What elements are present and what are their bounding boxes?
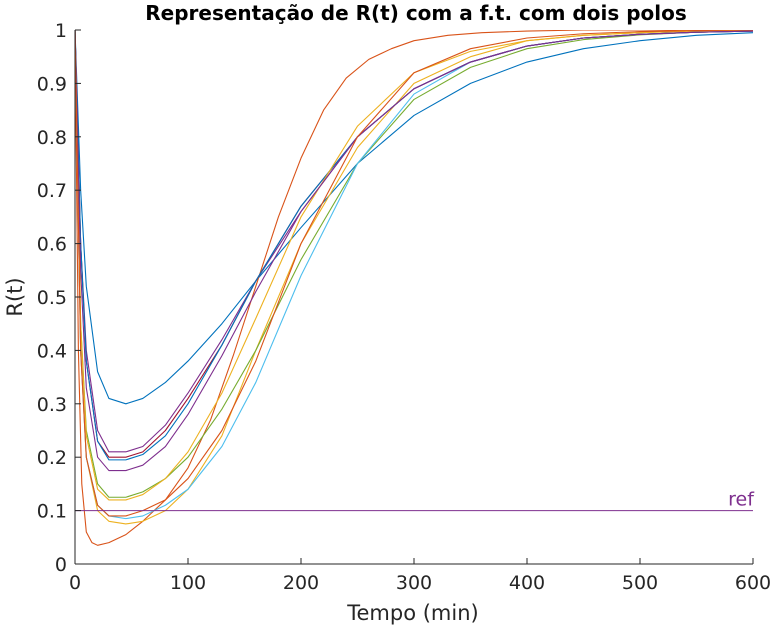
- series-line-3: [75, 30, 753, 525]
- series-line-11: [75, 30, 753, 517]
- series-line-2: [75, 30, 753, 546]
- y-tick-label: 0.1: [37, 501, 67, 523]
- series-group: [75, 30, 753, 546]
- y-axis-label: R(t): [3, 277, 27, 316]
- y-tick-label: 0.9: [37, 73, 67, 95]
- chart-title: Representação de R(t) com a f.t. com doi…: [145, 1, 687, 25]
- plot-area: ref: [75, 30, 755, 546]
- x-tick-label: 0: [69, 572, 81, 594]
- series-line-10: [75, 30, 753, 472]
- ref-annotation: ref: [728, 489, 755, 511]
- series-line-1: [75, 30, 753, 405]
- x-tick-label: 400: [509, 572, 545, 594]
- x-axis-label: Tempo (min): [346, 601, 478, 625]
- y-tick-label: 0: [55, 554, 67, 576]
- y-tick-label: 0.2: [37, 447, 67, 469]
- y-tick-label: 1: [55, 20, 67, 42]
- series-line-4: [75, 30, 753, 453]
- x-tick-label: 500: [622, 572, 658, 594]
- axes: 0 100 200 300 400 500 600 0 0.1 0.2 0.3 0.4 0.5 0.6 0.…: [37, 20, 771, 594]
- y-tick-label: 0.5: [37, 287, 67, 309]
- y-tick-label: 0.6: [37, 234, 67, 256]
- x-tick-label: 300: [396, 572, 432, 594]
- y-tick-label: 0.3: [37, 394, 67, 416]
- x-tick-label: 600: [735, 572, 771, 594]
- x-tick-label: 100: [170, 572, 206, 594]
- x-tick-label: 200: [283, 572, 319, 594]
- series-line-9: [75, 30, 753, 501]
- series-line-5: [75, 30, 753, 498]
- y-tick-label: 0.4: [37, 340, 67, 362]
- series-line-6: [75, 30, 753, 520]
- y-tick-label: 0.8: [37, 127, 67, 149]
- y-tick-label: 0.7: [37, 180, 67, 202]
